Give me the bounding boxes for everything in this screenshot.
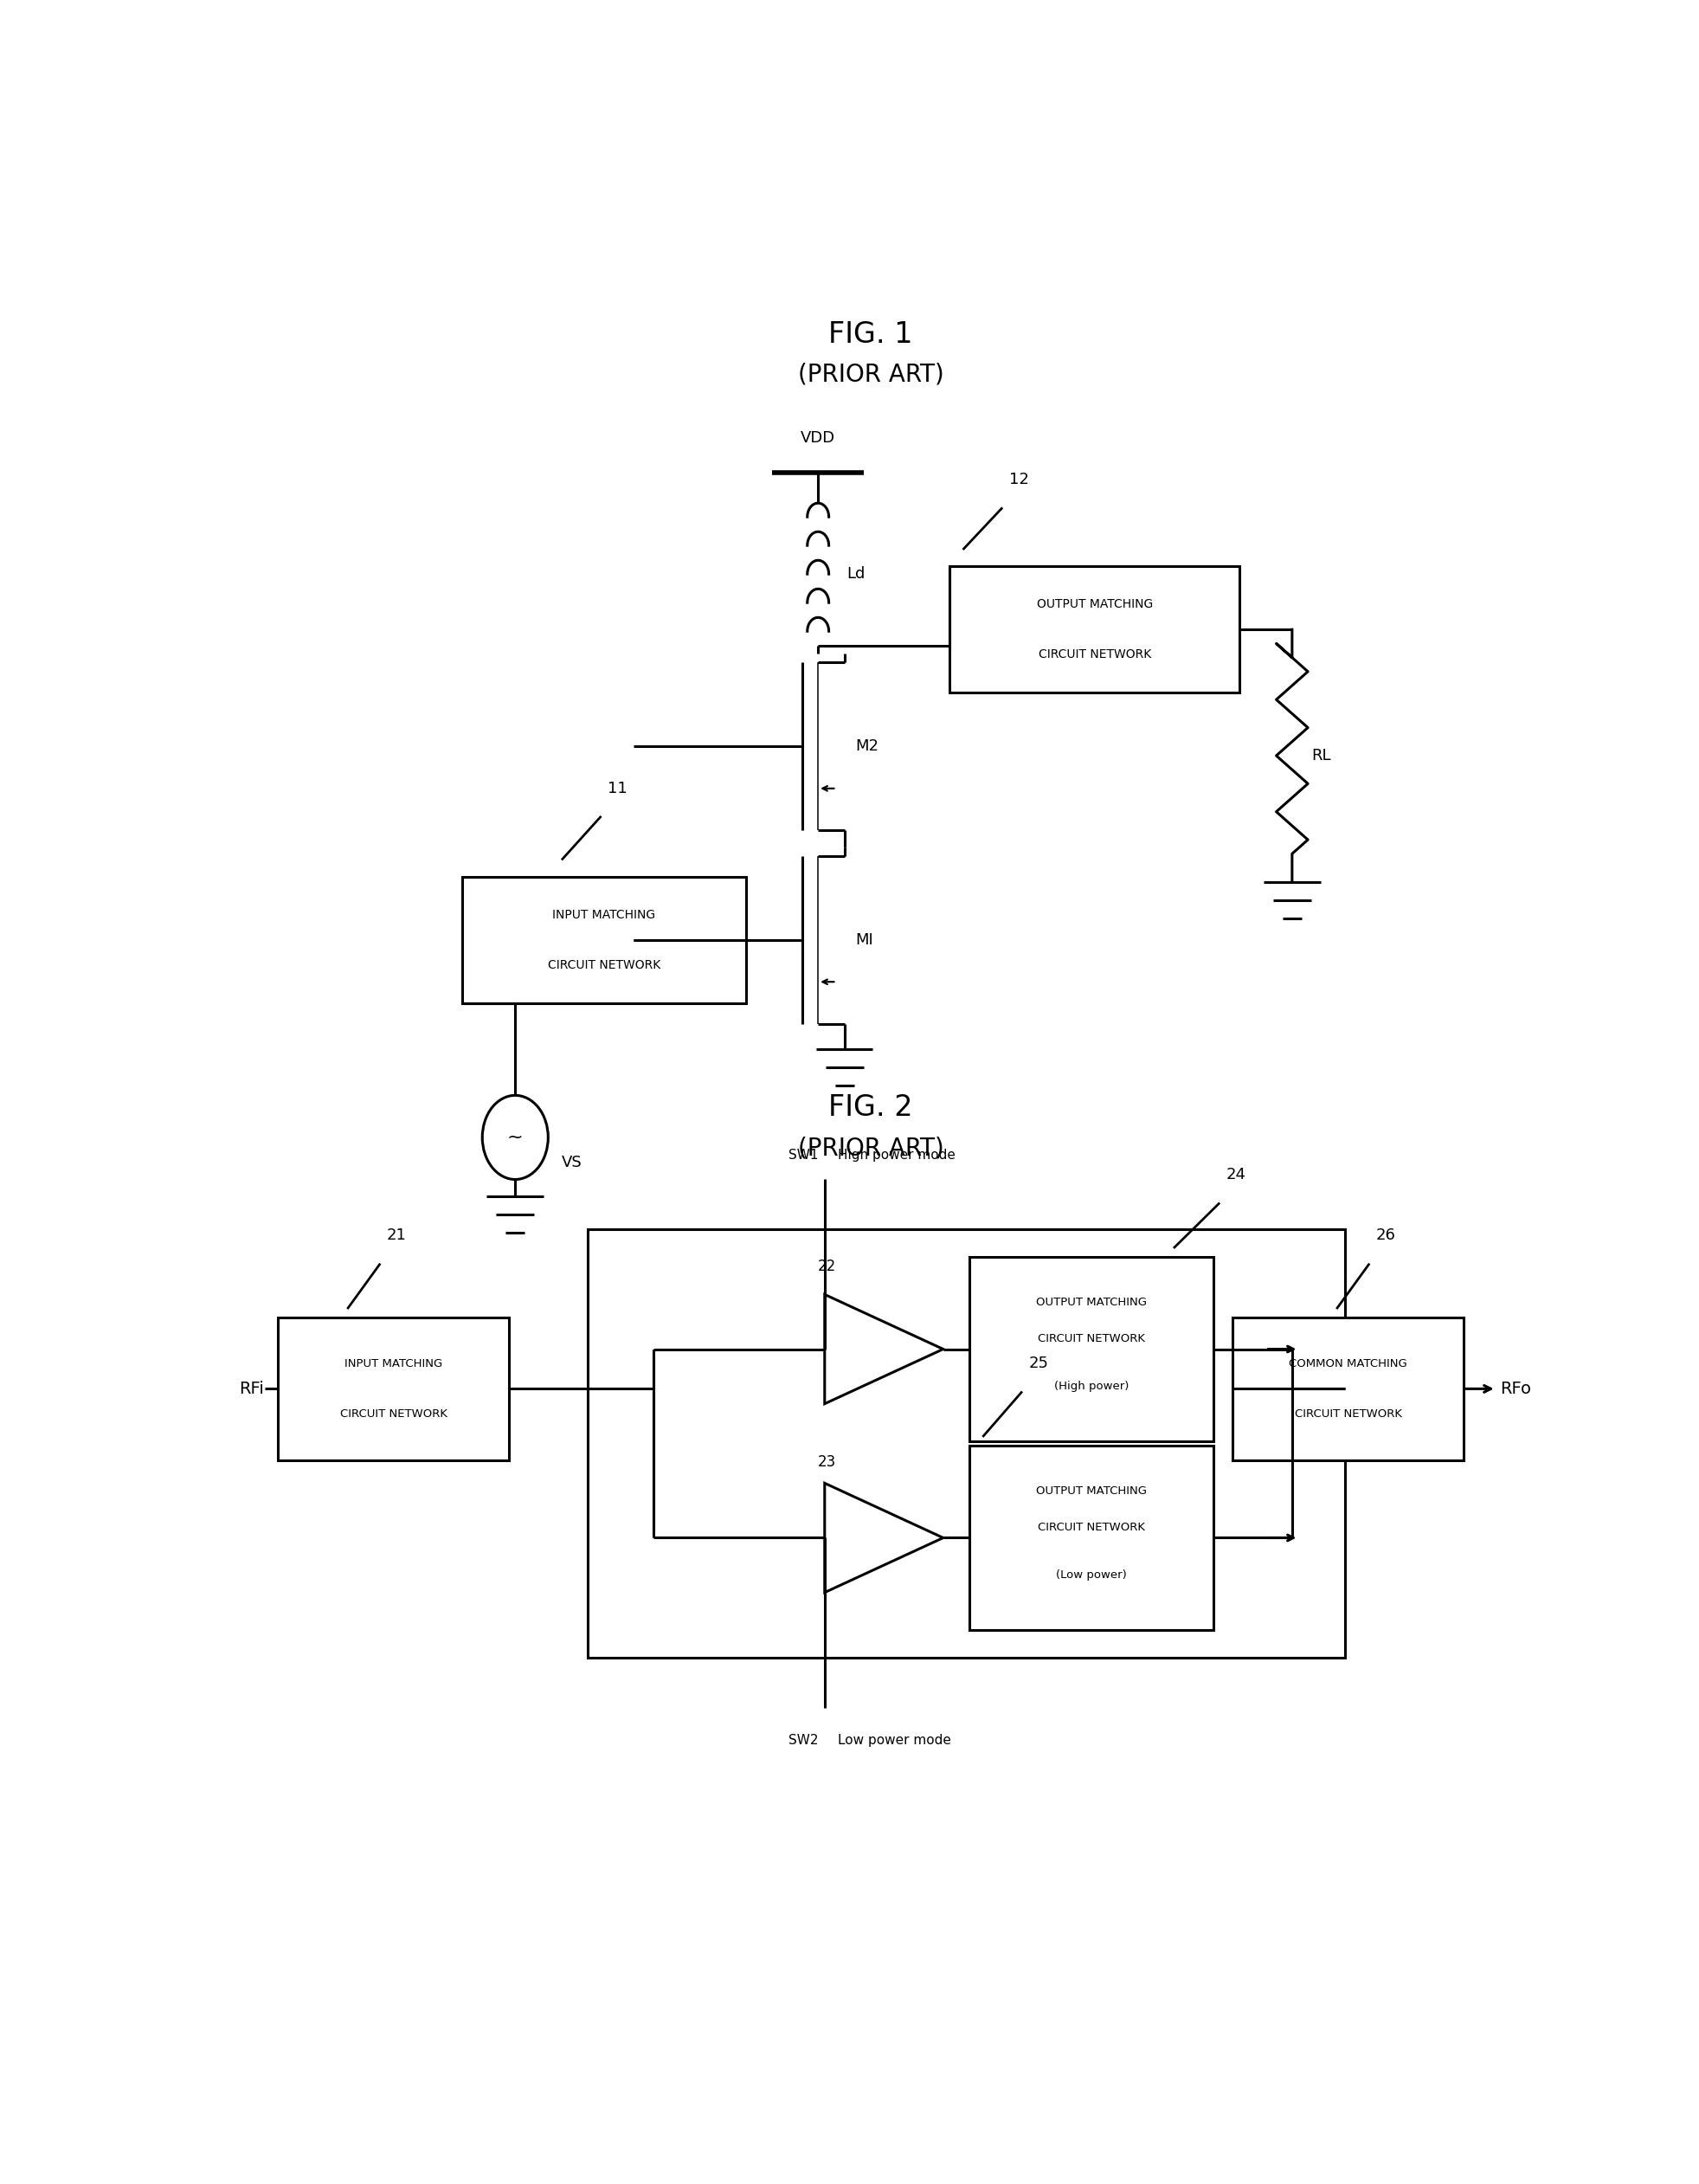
Text: INPUT MATCHING: INPUT MATCHING: [552, 909, 656, 922]
Text: 12: 12: [1009, 472, 1030, 487]
Bar: [970, 1256, 1213, 1441]
Text: RL: RL: [1312, 747, 1332, 764]
Text: CIRCUIT NETWORK: CIRCUIT NETWORK: [340, 1409, 447, 1420]
Text: 21: 21: [387, 1227, 406, 1243]
Text: CIRCUIT NETWORK: CIRCUIT NETWORK: [1295, 1409, 1402, 1420]
Bar: [279, 1317, 508, 1461]
Text: INPUT MATCHING: INPUT MATCHING: [345, 1358, 442, 1369]
Text: M2: M2: [855, 738, 878, 753]
Text: (High power): (High power): [1053, 1380, 1128, 1391]
Text: FIG. 2: FIG. 2: [829, 1094, 912, 1123]
Bar: [462, 876, 746, 1002]
Text: (PRIOR ART): (PRIOR ART): [799, 363, 943, 387]
Text: 23: 23: [819, 1455, 836, 1470]
Text: (PRIOR ART): (PRIOR ART): [799, 1136, 943, 1160]
Text: SW1: SW1: [788, 1149, 819, 1162]
Text: VDD: VDD: [800, 430, 836, 446]
Bar: [950, 566, 1239, 692]
Text: OUTPUT MATCHING: OUTPUT MATCHING: [1036, 598, 1152, 609]
Text: OUTPUT MATCHING: OUTPUT MATCHING: [1036, 1485, 1147, 1496]
Bar: [588, 1230, 1344, 1658]
Text: 24: 24: [1227, 1166, 1245, 1182]
Text: FIG. 1: FIG. 1: [829, 321, 912, 349]
Text: MI: MI: [855, 933, 873, 948]
Text: CIRCUIT NETWORK: CIRCUIT NETWORK: [1038, 1522, 1145, 1533]
Text: Ld: Ld: [848, 566, 865, 581]
Text: CIRCUIT NETWORK: CIRCUIT NETWORK: [1038, 1334, 1145, 1345]
Bar: [970, 1446, 1213, 1629]
Text: (Low power): (Low power): [1055, 1568, 1126, 1581]
Text: SW2: SW2: [788, 1734, 819, 1747]
Text: VS: VS: [561, 1155, 581, 1171]
Text: RFo: RFo: [1500, 1380, 1531, 1398]
Text: ~: ~: [508, 1129, 523, 1147]
Text: CIRCUIT NETWORK: CIRCUIT NETWORK: [1038, 649, 1150, 662]
Bar: [1233, 1317, 1463, 1461]
Text: RFi: RFi: [238, 1380, 263, 1398]
Text: OUTPUT MATCHING: OUTPUT MATCHING: [1036, 1297, 1147, 1308]
Text: CIRCUIT NETWORK: CIRCUIT NETWORK: [547, 959, 661, 972]
Text: High power mode: High power mode: [838, 1149, 955, 1162]
Text: 22: 22: [819, 1258, 836, 1273]
Text: 25: 25: [1030, 1356, 1048, 1372]
Text: 11: 11: [608, 780, 627, 795]
Text: COMMON MATCHING: COMMON MATCHING: [1290, 1358, 1407, 1369]
Text: 26: 26: [1376, 1227, 1397, 1243]
Text: Low power mode: Low power mode: [838, 1734, 951, 1747]
